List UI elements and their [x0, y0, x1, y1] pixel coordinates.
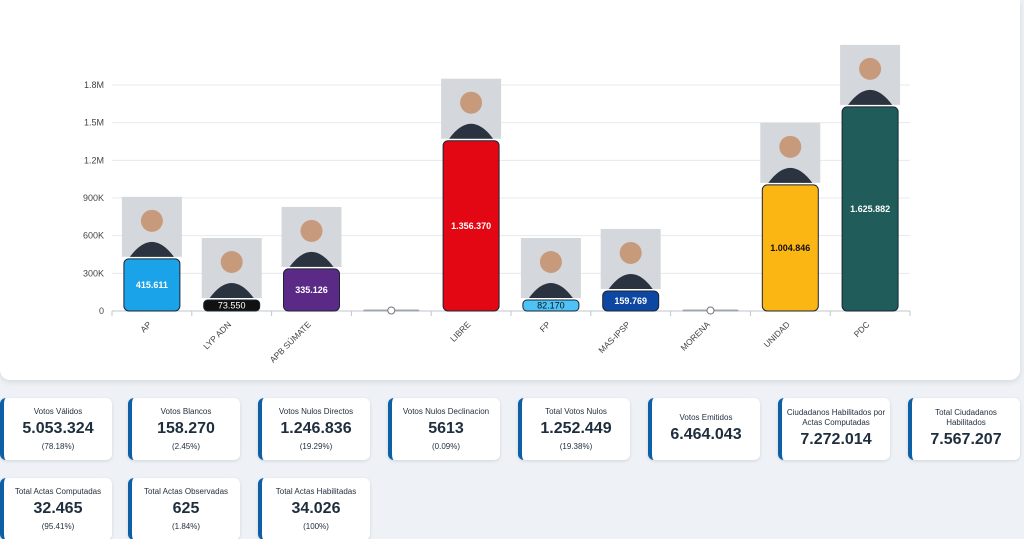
- stat-card-total-ciudadanos-habilitados: Total Ciudadanos Habilitados 7.567.207: [908, 398, 1020, 460]
- stat-card-votos-nulos-directos: Votos Nulos Directos 1.246.836 (19.29%): [258, 398, 370, 460]
- stat-pct: (1.84%): [171, 521, 200, 531]
- x-category-label: APB SÚMATE: [268, 319, 314, 365]
- x-category-label: MORENA: [678, 319, 712, 353]
- stat-value: 5.053.324: [22, 419, 94, 437]
- y-tick-label: 900K: [83, 193, 104, 203]
- bar-value-label: 82.170: [537, 301, 565, 311]
- stat-pct: (19.29%): [299, 441, 333, 451]
- stat-card-votos-blancos: Votos Blancos 158.270 (2.45%): [128, 398, 240, 460]
- stat-label: Ciudadanos Habilitados por Actas Computa…: [786, 408, 886, 427]
- candidate-shoulders: [289, 251, 334, 267]
- stat-value: 5613: [428, 419, 464, 437]
- bar: [761, 184, 819, 312]
- stat-pct: (19.38%): [559, 441, 593, 451]
- stat-card-total-actas-computadas: Total Actas Computadas 32.465 (95.41%): [0, 478, 112, 539]
- x-category-label: FP: [538, 319, 553, 334]
- candidate-shoulders: [209, 283, 254, 298]
- y-tick-label: 1.5M: [84, 118, 104, 128]
- stat-value: 1.252.449: [540, 419, 612, 437]
- candidate-shoulders: [129, 241, 174, 257]
- bar-value-label: 1.625.882: [850, 204, 890, 214]
- chart-card: 0 300K 600K 900K 1.2M 1.5M 1.8M 415.611 AP 73.550…: [0, 0, 1020, 380]
- stat-label: Total Votos Nulos: [545, 406, 607, 416]
- stat-label: Total Actas Observadas: [143, 486, 229, 496]
- stat-value: 158.270: [157, 419, 215, 437]
- stat-card-total-actas-habilitadas: Total Actas Habilitadas 34.026 (100%): [258, 478, 370, 539]
- stat-label: Votos Emitidos: [679, 413, 733, 422]
- stat-card-votos-nulos-declinacion: Votos Nulos Declinacion 5613 (0.09%): [388, 398, 500, 460]
- stat-pct: (95.41%): [41, 521, 75, 531]
- stat-pct: (78.18%): [41, 441, 75, 451]
- stat-pct: (2.45%): [171, 441, 200, 451]
- candidate-shoulders: [528, 283, 573, 298]
- stat-label: Votos Nulos Directos: [278, 406, 354, 416]
- stat-label: Total Ciudadanos Habilitados: [935, 408, 997, 427]
- bar-value-label: 415.611: [136, 280, 168, 290]
- stat-value: 1.246.836: [280, 419, 352, 437]
- candidate-shoulders: [848, 89, 893, 105]
- candidate-face: [779, 135, 802, 158]
- y-tick-label: 300K: [83, 268, 104, 278]
- stat-label: Votos Blancos: [160, 406, 212, 416]
- candidate-shoulders: [768, 167, 813, 183]
- bar: [442, 140, 500, 312]
- stat-card-votos-validos: Votos Válidos 5.053.324 (78.18%): [0, 398, 112, 460]
- bar: [841, 106, 899, 312]
- stat-value: 625: [172, 499, 200, 517]
- bar-value-label: 159.769: [614, 296, 647, 306]
- stat-label: Total Actas Habilitadas: [275, 486, 357, 496]
- stat-value: 7.272.014: [800, 431, 872, 448]
- y-tick-label: 1.2M: [84, 155, 104, 165]
- candidate-shoulders: [449, 123, 494, 139]
- x-category-label: LIBRE: [448, 319, 473, 344]
- candidate-face: [460, 91, 483, 114]
- stat-label: Votos Válidos: [33, 406, 83, 416]
- stat-card-votos-emitidos: Votos Emitidos 6.464.043: [648, 398, 760, 460]
- stat-label: Total Actas Computadas: [14, 486, 102, 496]
- y-tick-label: 0: [99, 306, 104, 316]
- stat-pct: (0.09%): [431, 441, 460, 451]
- candidate-face: [300, 219, 323, 242]
- bar-value-label: 73.550: [218, 301, 246, 311]
- bar-value-label: 1.004.846: [770, 243, 810, 253]
- candidate-face: [539, 251, 562, 273]
- y-tick-label: 1.8M: [84, 80, 104, 90]
- candidate-face: [220, 251, 243, 273]
- candidate-face: [859, 57, 882, 80]
- bar-value-label: 335.126: [295, 285, 328, 295]
- x-category-label: PDC: [852, 319, 872, 339]
- y-tick-label: 600K: [83, 231, 104, 241]
- stat-card-total-votos-nulos: Total Votos Nulos 1.252.449 (19.38%): [518, 398, 630, 460]
- bar-chart: 0 300K 600K 900K 1.2M 1.5M 1.8M 415.611 AP 73.550…: [83, 44, 911, 365]
- stat-value: 32.465: [33, 499, 83, 517]
- bar: [283, 268, 340, 312]
- candidate-face: [619, 241, 642, 264]
- bar: [123, 258, 181, 312]
- stat-label: Votos Nulos Declinacion: [402, 406, 490, 416]
- stat-value: 34.026: [291, 499, 341, 517]
- bar: [522, 299, 580, 312]
- stat-value: 7.567.207: [930, 431, 1002, 448]
- x-category-label: UNIDAD: [762, 319, 792, 349]
- x-category-label: LYP ADN: [201, 319, 233, 351]
- candidate-shoulders: [608, 273, 653, 289]
- bar: [602, 290, 660, 312]
- bar-value-label: 1.356.370: [451, 221, 491, 231]
- x-category-label: MAS-IPSP: [596, 319, 632, 355]
- x-category-label: AP: [138, 319, 153, 334]
- stat-value: 6.464.043: [670, 426, 742, 443]
- candidate-face: [140, 209, 163, 232]
- stat-card-ciudadanos-habilitados-actas: Ciudadanos Habilitados por Actas Computa…: [778, 398, 890, 460]
- bar: [203, 299, 261, 312]
- zero-value-marker: [706, 306, 715, 315]
- stat-card-total-actas-observadas: Total Actas Observadas 625 (1.84%): [128, 478, 240, 539]
- stat-pct: (100%): [303, 521, 329, 531]
- zero-value-marker: [387, 306, 396, 315]
